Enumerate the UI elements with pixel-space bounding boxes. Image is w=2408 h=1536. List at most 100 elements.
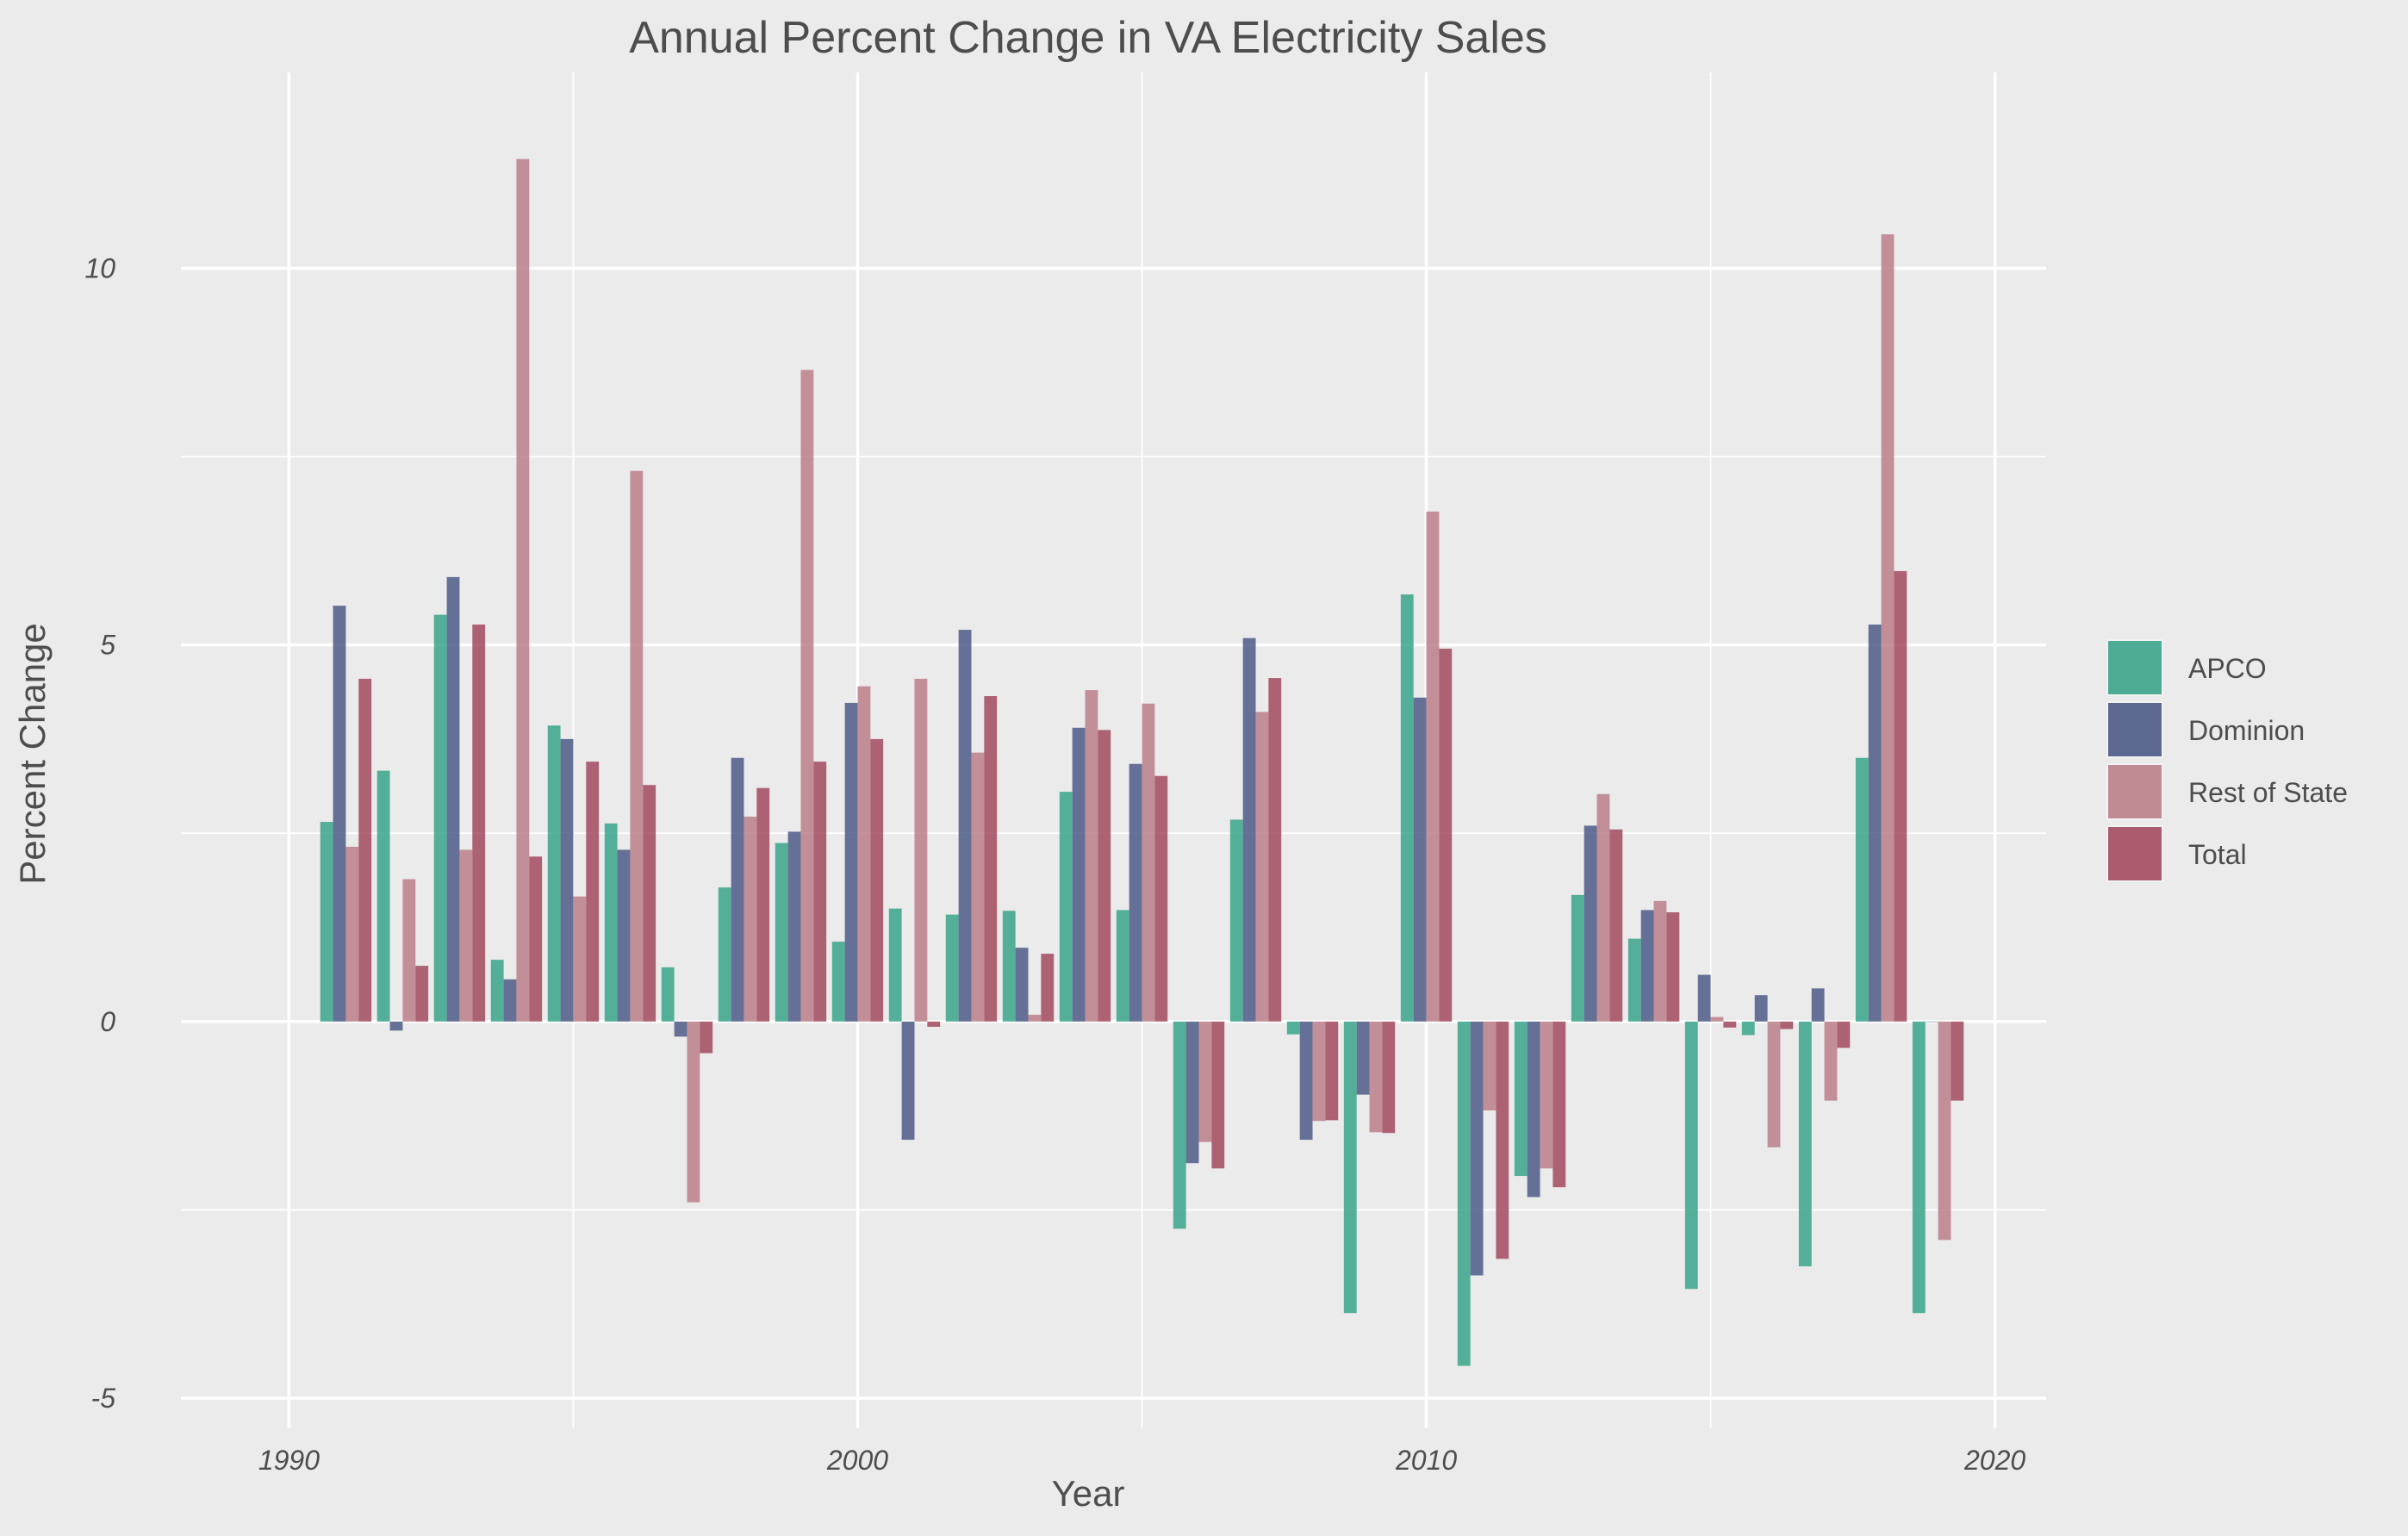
bar-dominion-2003	[1015, 948, 1029, 1022]
bar-rest-of-state-2002	[971, 752, 985, 1022]
bar-dominion-2015	[1697, 974, 1711, 1022]
bar-rest-of-state-2010	[1426, 511, 1440, 1022]
bar-rest-of-state-1994	[516, 159, 530, 1022]
bar-rest-of-state-2004	[1085, 690, 1098, 1022]
bar-total-2015	[1723, 1021, 1737, 1028]
bar-apco-2019	[1912, 1021, 1926, 1314]
bar-apco-2009	[1343, 1021, 1357, 1314]
bar-total-2005	[1154, 775, 1168, 1022]
bar-apco-2004	[1059, 792, 1073, 1022]
bar-apco-2017	[1798, 1021, 1812, 1266]
bar-apco-2002	[945, 914, 959, 1022]
bar-dominion-1996	[617, 849, 631, 1022]
legend-swatch-dominion	[2108, 703, 2162, 756]
bar-dominion-2010	[1413, 697, 1427, 1022]
bar-dominion-1995	[560, 738, 574, 1022]
bar-rest-of-state-1995	[573, 896, 587, 1022]
bar-apco-1999	[775, 843, 788, 1022]
bar-dominion-2004	[1072, 727, 1086, 1022]
bar-rest-of-state-1998	[744, 816, 757, 1022]
bar-total-2003	[1041, 954, 1055, 1022]
bar-rest-of-state-2003	[1028, 1014, 1042, 1022]
bar-apco-1994	[490, 960, 504, 1022]
bar-rest-of-state-2018	[1881, 234, 1895, 1022]
y-axis-title: Percent Change	[12, 623, 53, 885]
bar-total-1996	[643, 785, 656, 1022]
x-axis-ticks: 1990 2000 2010 2020	[258, 1445, 2026, 1476]
bar-total-2013	[1609, 829, 1623, 1022]
legend: APCO Dominion Rest of State Total	[2106, 639, 2348, 882]
bar-total-2016	[1780, 1021, 1794, 1029]
bar-rest-of-state-2019	[1938, 1021, 1951, 1241]
bar-dominion-2006	[1185, 1021, 1199, 1164]
bar-rest-of-state-1992	[402, 879, 416, 1022]
bar-rest-of-state-2016	[1767, 1021, 1781, 1147]
legend-label: Total	[2188, 839, 2247, 870]
bar-total-1999	[813, 762, 827, 1022]
bar-dominion-1991	[333, 606, 346, 1022]
bar-total-2008	[1325, 1021, 1339, 1121]
y-tick-label: 10	[84, 252, 115, 283]
bar-apco-2018	[1855, 757, 1869, 1022]
bar-dominion-2012	[1527, 1021, 1540, 1197]
bar-apco-2005	[1116, 910, 1129, 1022]
bar-dominion-2011	[1470, 1021, 1484, 1276]
legend-label: Dominion	[2188, 715, 2305, 746]
bar-apco-2010	[1400, 594, 1414, 1022]
bar-apco-1998	[718, 887, 731, 1022]
bar-total-2001	[927, 1021, 941, 1027]
bar-dominion-1992	[389, 1021, 403, 1031]
bar-apco-2003	[1002, 911, 1016, 1022]
bar-rest-of-state-2006	[1198, 1021, 1212, 1142]
bar-rest-of-state-2017	[1824, 1021, 1838, 1101]
bar-total-2017	[1837, 1021, 1851, 1048]
bar-apco-2015	[1684, 1021, 1698, 1290]
bar-dominion-2019	[1925, 1021, 1938, 1023]
legend-label: Rest of State	[2188, 777, 2348, 808]
bar-total-2007	[1268, 678, 1282, 1022]
bar-dominion-1997	[674, 1021, 688, 1037]
bar-apco-1995	[547, 725, 561, 1022]
bar-dominion-1999	[787, 831, 801, 1022]
bar-rest-of-state-2013	[1596, 793, 1610, 1022]
bar-total-2010	[1439, 648, 1453, 1022]
bar-rest-of-state-2014	[1653, 900, 1667, 1022]
y-tick-label: 0	[100, 1006, 115, 1037]
y-tick-label: -5	[91, 1383, 116, 1414]
bar-dominion-2017	[1811, 988, 1825, 1022]
bar-rest-of-state-2007	[1255, 712, 1269, 1022]
bar-rest-of-state-1997	[687, 1021, 700, 1203]
bar-rest-of-state-1996	[630, 470, 644, 1022]
bar-dominion-2007	[1242, 637, 1256, 1022]
bar-dominion-1994	[503, 979, 517, 1022]
bars	[320, 159, 1964, 1366]
bar-total-2002	[984, 696, 998, 1022]
bar-total-1992	[415, 966, 429, 1022]
bar-total-1993	[472, 624, 486, 1022]
legend-swatch-rest-of-state	[2108, 765, 2162, 818]
bar-total-2014	[1666, 912, 1680, 1022]
bar-dominion-1993	[446, 576, 460, 1022]
bar-apco-2007	[1229, 819, 1243, 1022]
bar-total-1995	[586, 762, 600, 1022]
legend-swatch-total	[2108, 827, 2162, 880]
bar-apco-2008	[1286, 1021, 1300, 1035]
bar-rest-of-state-1999	[800, 370, 814, 1022]
bar-total-2006	[1211, 1021, 1225, 1169]
bar-dominion-2014	[1640, 910, 1654, 1022]
bar-apco-2006	[1173, 1021, 1186, 1229]
bar-total-1994	[529, 856, 543, 1022]
y-axis-ticks: -5 0 5 10	[84, 252, 115, 1414]
bar-apco-2000	[831, 942, 845, 1022]
bar-rest-of-state-2009	[1369, 1021, 1383, 1133]
bar-apco-2016	[1741, 1021, 1755, 1035]
x-tick-label: 2010	[1395, 1445, 1457, 1476]
bar-dominion-2005	[1129, 763, 1142, 1022]
x-tick-label: 2020	[1963, 1445, 2025, 1476]
bar-apco-1996	[604, 823, 618, 1022]
grid	[181, 72, 2046, 1428]
bar-dominion-2009	[1356, 1021, 1370, 1095]
bar-total-2009	[1382, 1021, 1396, 1134]
